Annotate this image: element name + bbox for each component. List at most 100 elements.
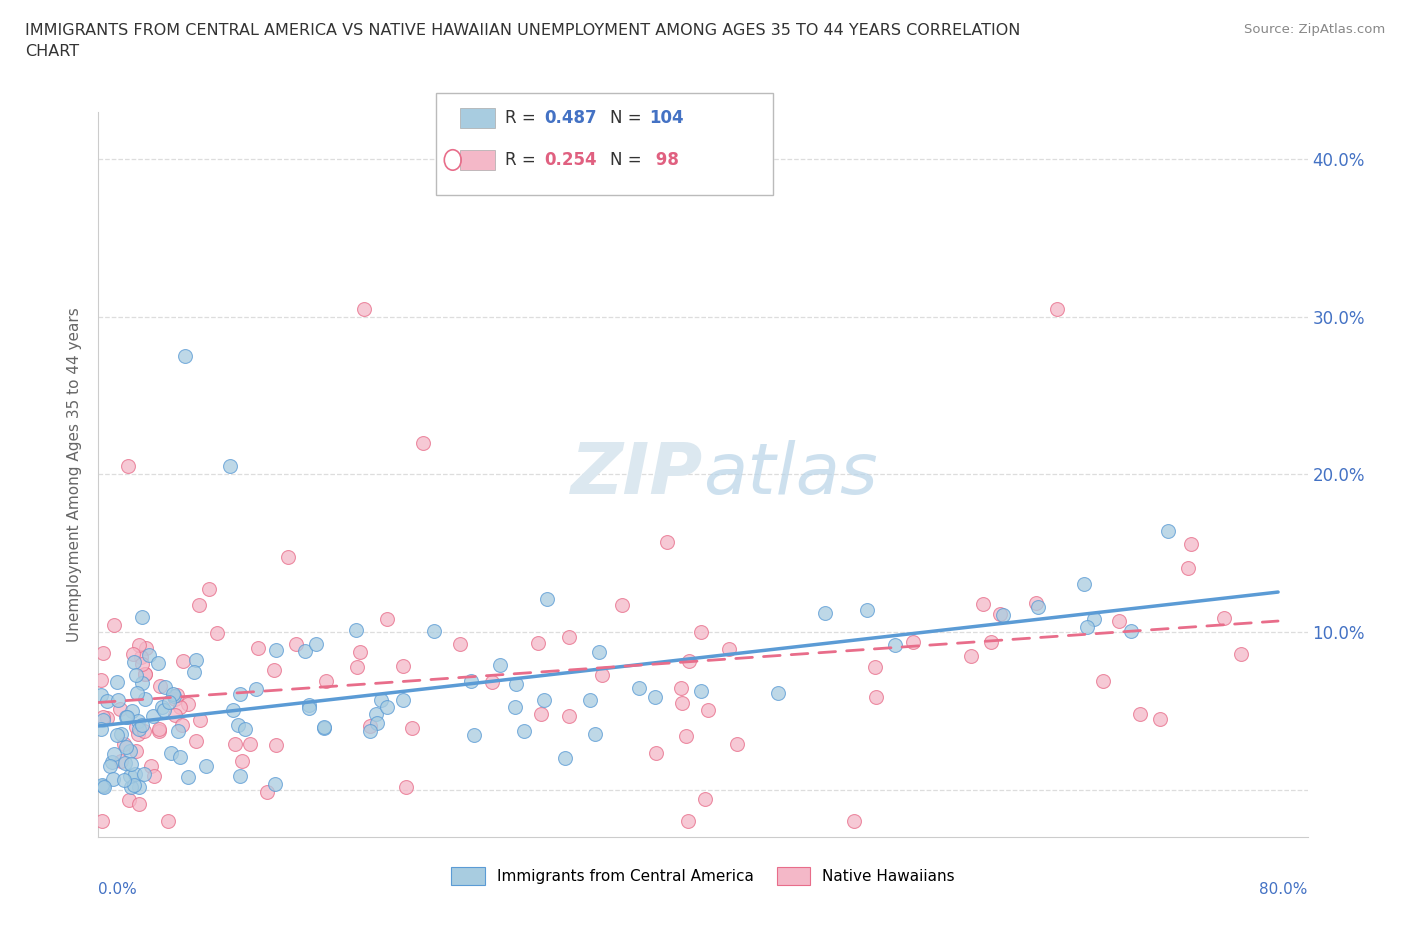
Point [959,648,981,663]
Point [481,674,503,689]
Point [1213,611,1236,626]
Point [627,680,650,695]
Point [96,694,118,709]
Point [644,689,666,704]
Point [125,685,148,700]
Point [114,739,136,754]
Point [644,746,666,761]
Point [277,550,299,565]
Point [678,654,700,669]
Point [103,618,125,632]
Point [991,607,1014,622]
Point [124,767,146,782]
Point [856,603,879,618]
Point [148,724,170,738]
Point [1076,619,1098,634]
Point [91,778,114,793]
Point [844,814,866,829]
Point [536,591,558,606]
Text: R =: R = [505,151,541,169]
Point [610,597,633,612]
Point [118,743,141,758]
Point [122,777,145,792]
Point [264,643,287,658]
Point [364,707,387,722]
Point [165,692,187,707]
Point [696,702,718,717]
Text: 0.254: 0.254 [544,151,596,169]
Point [375,612,398,627]
Point [392,658,415,673]
Point [558,709,581,724]
Point [530,707,553,722]
Point [115,710,138,724]
Text: N =: N = [610,151,647,169]
Point [141,709,163,724]
Point [128,796,150,811]
Text: ZIP: ZIP [571,440,703,509]
Point [127,713,149,728]
Point [463,728,485,743]
Point [814,605,837,620]
Point [294,644,316,658]
Point [105,727,128,742]
Point [245,682,267,697]
Point [125,720,148,735]
Y-axis label: Unemployment Among Ages 35 to 44 years: Unemployment Among Ages 35 to 44 years [67,307,83,642]
Point [101,754,124,769]
Point [229,686,252,701]
Text: atlas: atlas [703,440,877,509]
Point [167,724,190,738]
Point [671,681,693,696]
Point [110,726,132,741]
Point [150,699,173,714]
Point [162,687,184,702]
Point [1046,301,1069,316]
Point [90,688,112,703]
Point [139,759,162,774]
Point [1073,577,1095,591]
Point [412,435,434,450]
Point [103,747,125,762]
Point [121,647,143,662]
Point [226,718,249,733]
Point [176,697,198,711]
Point [96,711,118,725]
Point [235,722,257,737]
Point [865,659,887,674]
Text: N =: N = [610,109,647,127]
Point [166,688,188,703]
Point [160,745,183,760]
Point [591,667,613,682]
Point [143,769,166,784]
Point [690,624,713,639]
Point [264,777,287,791]
Point [344,622,367,637]
Point [110,754,132,769]
Point [312,721,335,736]
Point [449,636,471,651]
Point [128,779,150,794]
Point [980,635,1002,650]
Point [1129,707,1152,722]
Point [1177,561,1199,576]
Point [557,630,579,644]
Point [505,676,527,691]
Point [90,722,112,737]
Point [148,722,170,737]
Point [392,693,415,708]
Point [263,663,285,678]
Point [579,693,602,708]
Point [120,757,142,772]
Point [107,674,129,689]
Point [675,728,697,743]
Point [718,642,741,657]
Point [513,724,536,738]
Point [349,644,371,659]
Point [401,721,423,736]
Point [184,653,207,668]
Point [127,726,149,741]
Point [657,535,679,550]
Point [131,657,153,671]
Point [353,301,375,316]
